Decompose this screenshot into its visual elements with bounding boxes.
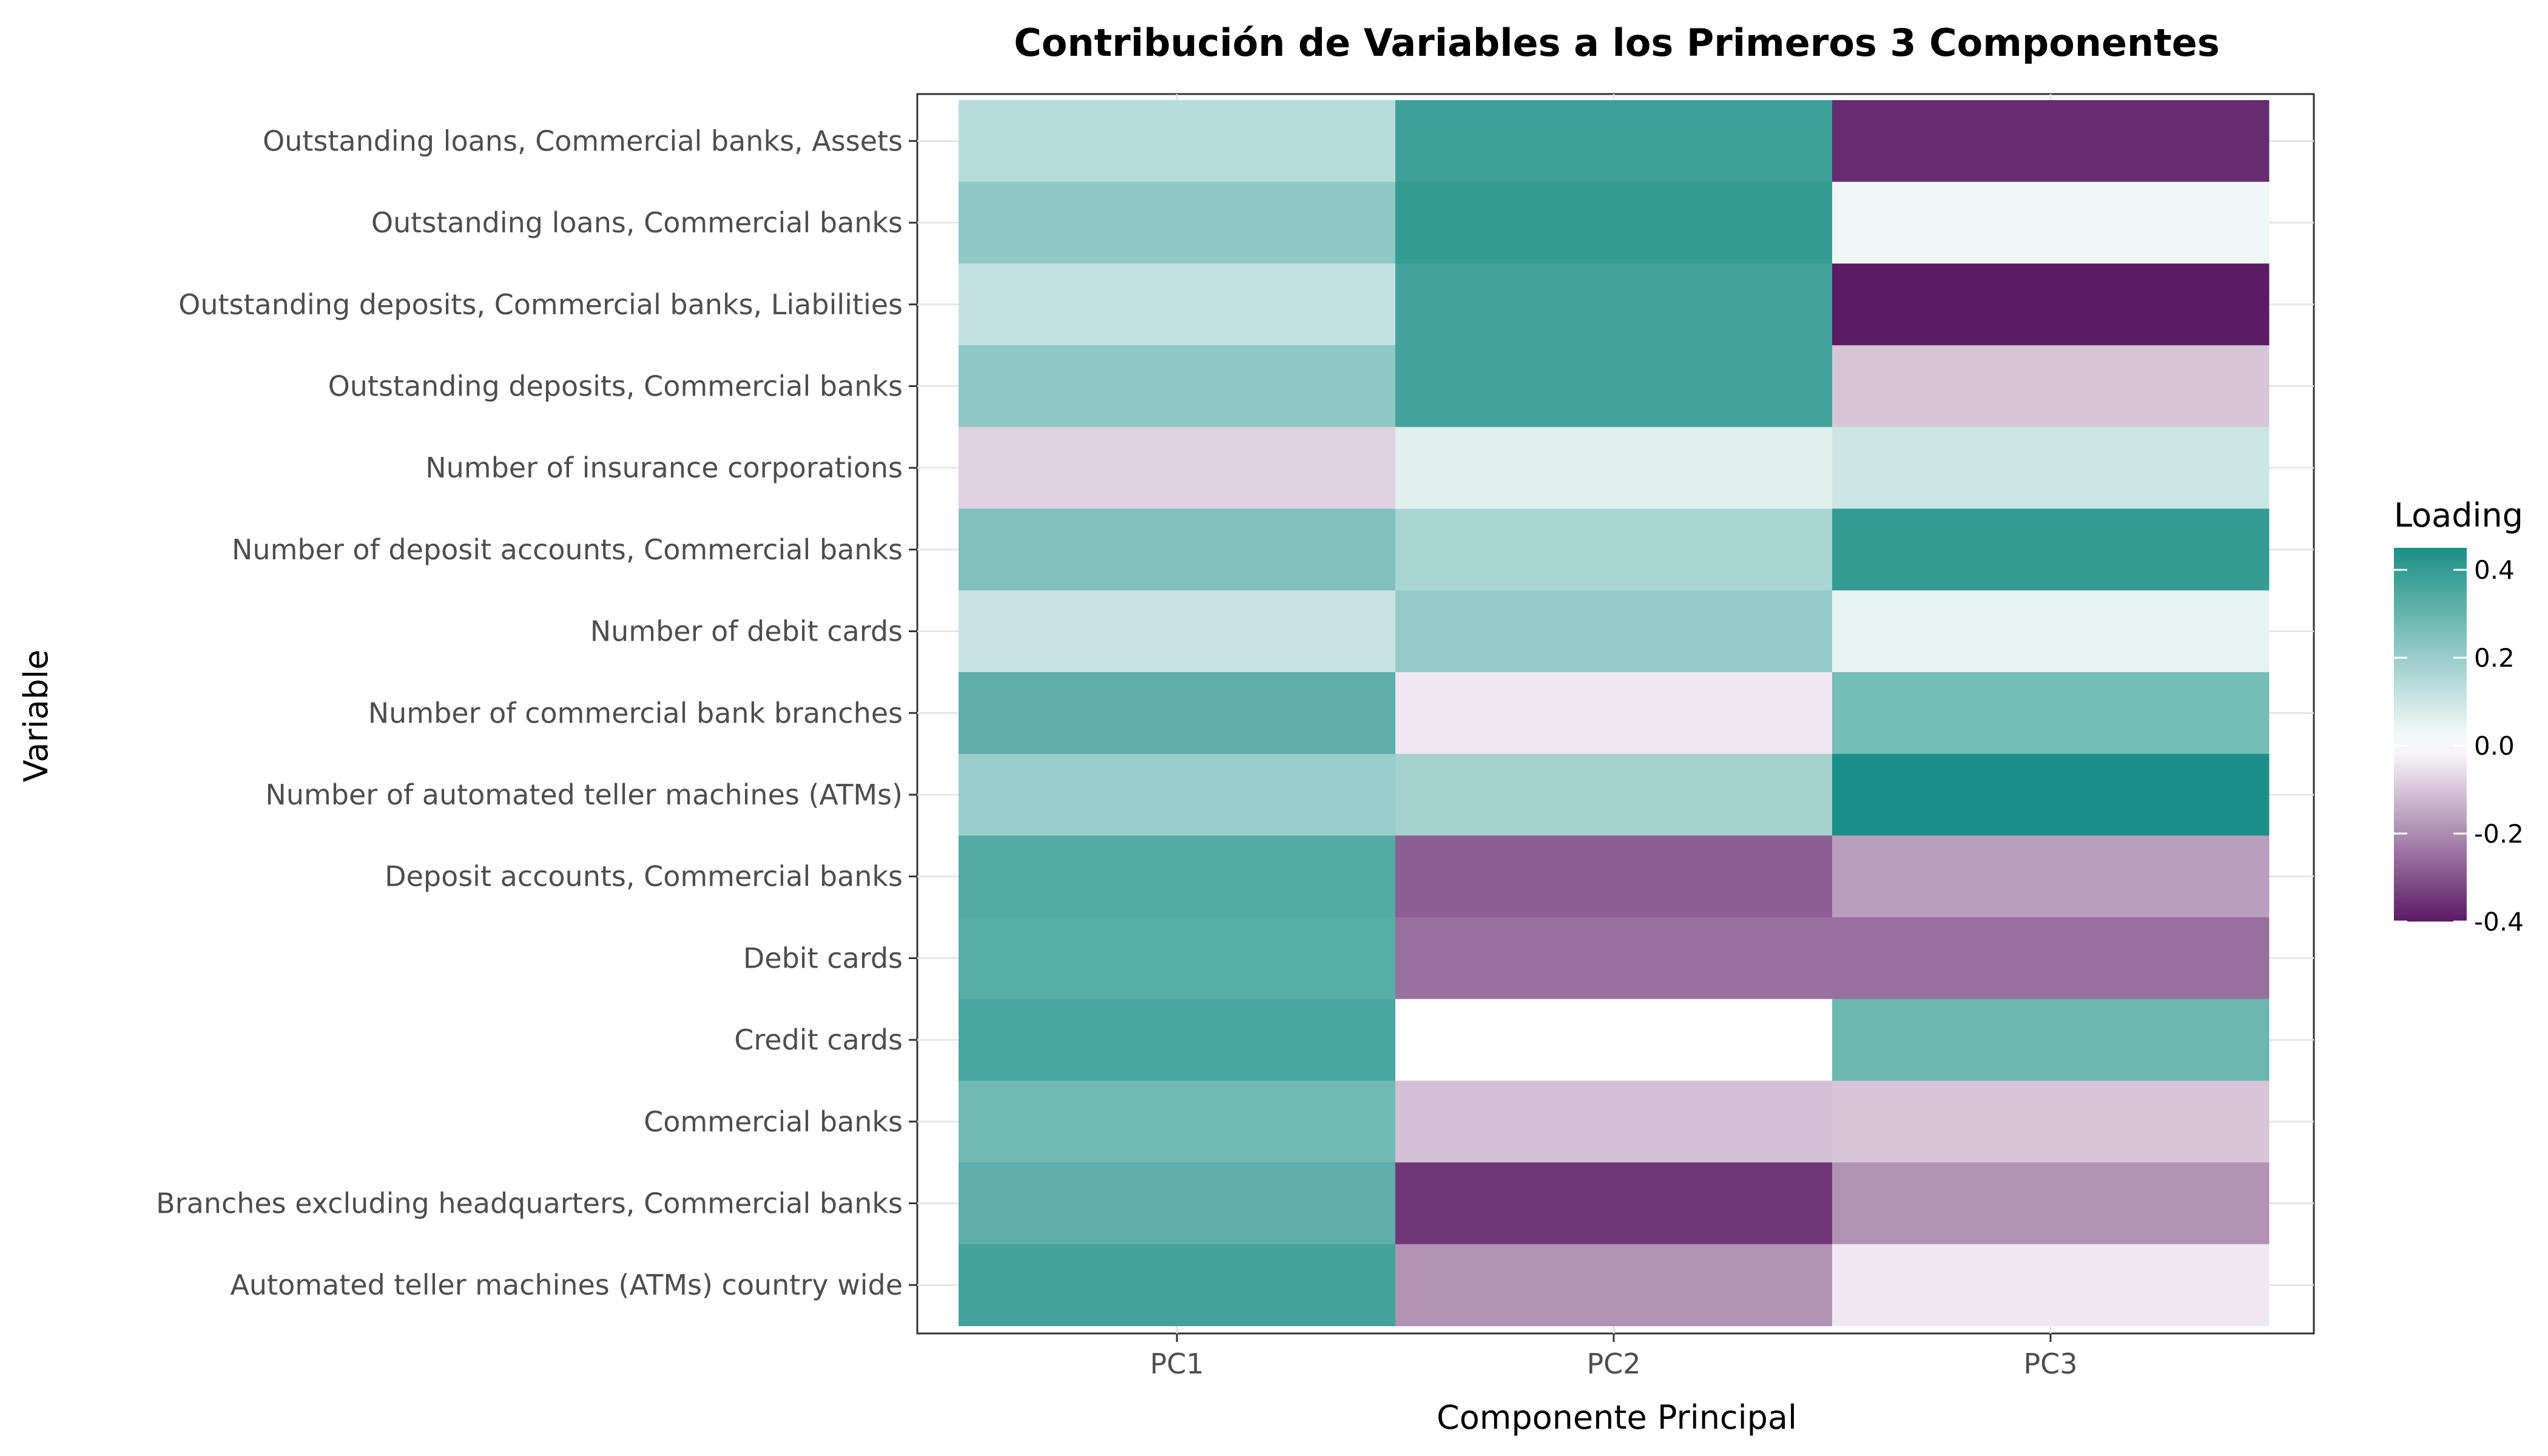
x-tick-label: PC1: [1150, 1347, 1204, 1380]
heatmap-cell: [959, 835, 1396, 918]
y-tick-label: Debit cards: [743, 942, 903, 974]
y-tick-label: Number of automated teller machines (ATM…: [265, 778, 903, 811]
heatmap-cell: [1832, 426, 2270, 509]
heatmap-cell: [1832, 753, 2270, 836]
heatmap-cell: [1832, 590, 2270, 673]
heatmap-cell: [1395, 1244, 1833, 1326]
x-axis-title: Componente Principal: [1437, 1398, 1797, 1437]
heatmap-cell: [959, 672, 1396, 755]
y-tick-label: Outstanding loans, Commercial banks, Ass…: [263, 124, 903, 157]
heatmap-cell: [1832, 100, 2270, 183]
heatmap-cell: [1395, 999, 1833, 1081]
heatmap-cell: [1395, 917, 1833, 1000]
heatmap-cell: [959, 263, 1396, 346]
colorbar-tick-label: 0.4: [2474, 555, 2515, 585]
heatmap-cell: [1395, 672, 1833, 755]
y-tick-label: Number of debit cards: [590, 615, 903, 648]
legend-title: Loading: [2394, 496, 2523, 534]
colorbar-tick-label: -0.2: [2474, 819, 2524, 849]
y-tick-label: Number of commercial bank branches: [368, 696, 903, 729]
heatmap-cell: [959, 917, 1396, 1000]
heatmap-cell: [959, 1080, 1396, 1163]
heatmap-cell: [959, 345, 1396, 428]
heatmap-cell: [959, 999, 1396, 1081]
heatmap-cell: [1395, 508, 1833, 591]
x-tick-label: PC2: [1586, 1347, 1640, 1380]
heatmap-cell: [1832, 1244, 2270, 1326]
colorbar-tick-label: 0.0: [2474, 731, 2515, 761]
chart-title: Contribución de Variables a los Primeros…: [1014, 21, 2219, 65]
heatmap-cell: [1832, 1162, 2270, 1245]
y-tick-label: Credit cards: [734, 1023, 903, 1056]
heatmap-cell: [1395, 1080, 1833, 1163]
y-tick-label: Outstanding loans, Commercial banks: [371, 206, 903, 239]
heatmap-cell: [1832, 508, 2270, 591]
colorbar-legend: Loading 0.4 0.2 0.0 -0.2 -0.4: [2394, 496, 2524, 937]
y-tick-label: Number of insurance corporations: [425, 451, 903, 484]
heatmap-cell: [1832, 263, 2270, 346]
heatmap-cell: [1395, 753, 1833, 836]
colorbar-tick-label: -0.4: [2474, 907, 2524, 937]
colorbar-ticks: 0.4 0.2 0.0 -0.2 -0.4: [2394, 555, 2524, 937]
heatmap-cell: [1832, 917, 2270, 1000]
y-tick-label: Automated teller machines (ATMs) country…: [230, 1269, 903, 1301]
heatmap-cell: [959, 100, 1396, 183]
y-tick-label: Commercial banks: [644, 1105, 903, 1138]
heatmap-cell: [1395, 835, 1833, 918]
heatmap-cells: [959, 100, 2270, 1326]
y-axis-ticks: Outstanding loans, Commercial banks, Ass…: [156, 124, 917, 1301]
heatmap-cell: [959, 181, 1396, 264]
heatmap-cell: [1395, 263, 1833, 346]
heatmap-cell: [959, 1244, 1396, 1326]
colorbar-gradient: [2394, 548, 2467, 922]
heatmap-cell: [1395, 590, 1833, 673]
heatmap-cell: [959, 1162, 1396, 1245]
heatmap-cell: [1395, 426, 1833, 509]
heatmap-cell: [1395, 345, 1833, 428]
heatmap-cell: [959, 426, 1396, 509]
heatmap-cell: [1832, 181, 2270, 264]
heatmap-cell: [1832, 672, 2270, 755]
y-tick-label: Number of deposit accounts, Commercial b…: [232, 533, 903, 566]
y-axis-title: Variable: [17, 650, 55, 783]
y-tick-label: Outstanding deposits, Commercial banks, …: [178, 288, 903, 321]
heatmap-cell: [959, 508, 1396, 591]
heatmap-cell: [1832, 999, 2270, 1081]
heatmap-cell: [959, 753, 1396, 836]
y-tick-label: Deposit accounts, Commercial banks: [385, 860, 903, 893]
colorbar-tick-label: 0.2: [2474, 643, 2515, 673]
heatmap-cell: [1395, 1162, 1833, 1245]
y-tick-label: Outstanding deposits, Commercial banks: [328, 369, 903, 402]
heatmap-cell: [1832, 1080, 2270, 1163]
y-tick-label: Branches excluding headquarters, Commerc…: [156, 1187, 903, 1219]
x-axis-ticks: PC1 PC2 PC3: [1150, 1333, 2078, 1380]
heatmap-cell: [1832, 835, 2270, 918]
heatmap-cell: [1832, 345, 2270, 428]
x-tick-label: PC3: [2023, 1347, 2077, 1380]
heatmap-cell: [959, 590, 1396, 673]
heatmap-cell: [1395, 181, 1833, 264]
heatmap-cell: [1395, 100, 1833, 183]
